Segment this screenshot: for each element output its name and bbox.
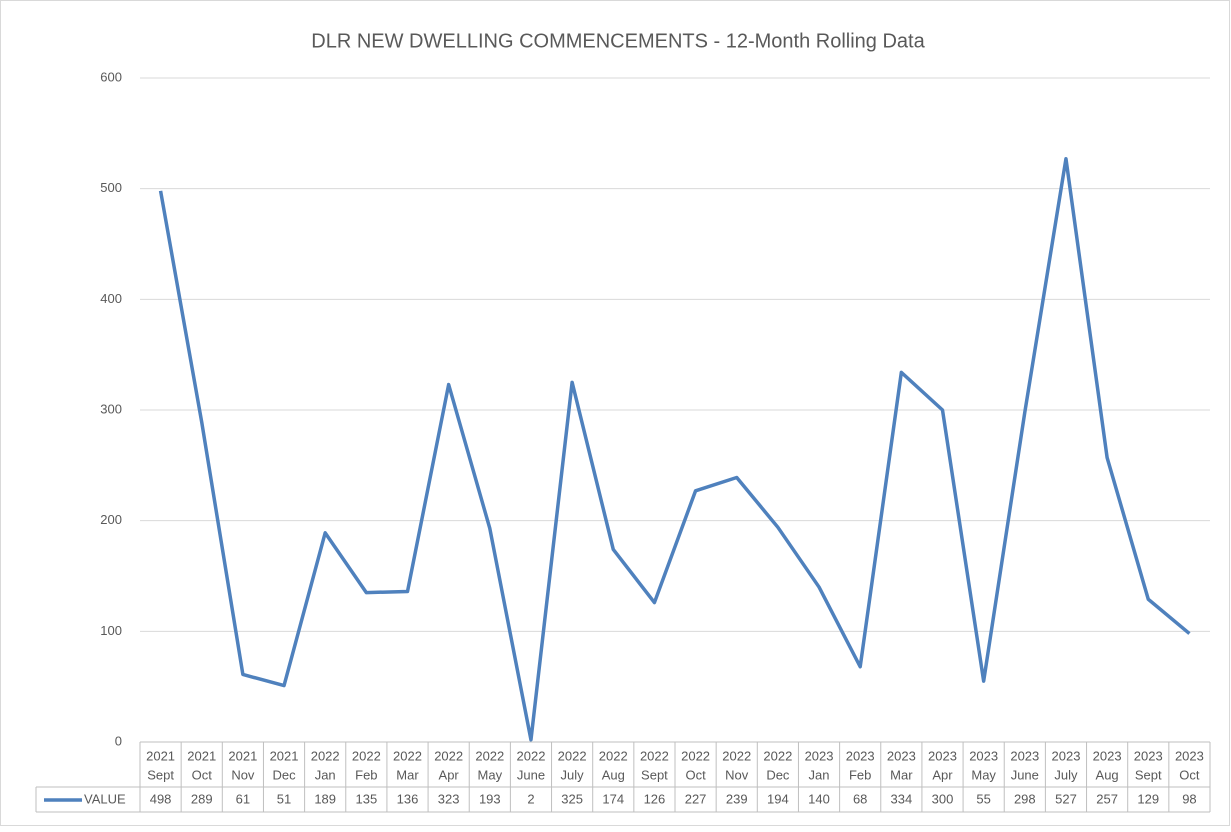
y-tick-label: 300 (100, 401, 122, 416)
x-tick-label: 2022 (640, 748, 669, 763)
x-tick-label: Dec (272, 767, 296, 782)
x-tick-label: 2021 (146, 748, 175, 763)
data-table-value: 300 (932, 791, 954, 806)
x-tick-label: 2022 (434, 748, 463, 763)
data-table-value: 298 (1014, 791, 1036, 806)
x-tick-label: Aug (1096, 767, 1119, 782)
x-tick-label: 2022 (393, 748, 422, 763)
y-tick-label: 400 (100, 291, 122, 306)
x-tick-label: 2023 (1093, 748, 1122, 763)
x-tick-label: June (1011, 767, 1039, 782)
x-tick-label: 2023 (846, 748, 875, 763)
x-tick-label: May (478, 767, 503, 782)
y-tick-label: 500 (100, 180, 122, 195)
data-table-value: 129 (1137, 791, 1159, 806)
x-tick-label: June (517, 767, 545, 782)
x-tick-label: Jan (809, 767, 830, 782)
data-table-value: 140 (808, 791, 830, 806)
x-tick-label: 2022 (558, 748, 587, 763)
x-tick-label: 2023 (1175, 748, 1204, 763)
x-tick-label: 2023 (1052, 748, 1081, 763)
x-tick-label: Nov (231, 767, 255, 782)
data-table-value: 2 (527, 791, 534, 806)
data-line (158, 157, 1191, 742)
x-tick-label: Dec (766, 767, 790, 782)
data-table-value: 55 (976, 791, 990, 806)
x-tick-label: 2023 (805, 748, 834, 763)
x-tick-label: Feb (849, 767, 871, 782)
data-table-value: 227 (685, 791, 707, 806)
y-tick-label: 200 (100, 512, 122, 527)
x-tick-label: 2023 (1010, 748, 1039, 763)
data-table-value: 193 (479, 791, 501, 806)
data-table-value: 334 (890, 791, 912, 806)
x-tick-label: Sept (147, 767, 174, 782)
data-table-value: 135 (355, 791, 377, 806)
x-tick-label: May (971, 767, 996, 782)
x-tick-label: July (1054, 767, 1078, 782)
y-tick-label: 600 (100, 69, 122, 84)
x-tick-label: Oct (192, 767, 213, 782)
x-tick-label: 2023 (887, 748, 916, 763)
data-table-value: 257 (1096, 791, 1118, 806)
x-tick-label: 2022 (763, 748, 792, 763)
x-tick-label: 2022 (352, 748, 381, 763)
x-tick-label: Apr (932, 767, 953, 782)
data-table-value: 51 (277, 791, 291, 806)
x-tick-label: Mar (396, 767, 419, 782)
data-table-value: 136 (397, 791, 419, 806)
x-tick-label: 2023 (1134, 748, 1163, 763)
data-table-value: 325 (561, 791, 583, 806)
x-tick-label: 2022 (517, 748, 546, 763)
legend-label: VALUE (84, 791, 126, 806)
data-table-value: 98 (1182, 791, 1196, 806)
data-table-value: 323 (438, 791, 460, 806)
x-tick-label: July (561, 767, 585, 782)
y-tick-label: 0 (115, 733, 122, 748)
data-table-value: 289 (191, 791, 213, 806)
x-tick-label: 2023 (928, 748, 957, 763)
x-tick-label: 2022 (599, 748, 628, 763)
x-tick-label: 2022 (311, 748, 340, 763)
x-tick-label: 2023 (969, 748, 998, 763)
data-table-value: 189 (314, 791, 336, 806)
x-tick-label: Feb (355, 767, 377, 782)
x-tick-label: Nov (725, 767, 749, 782)
data-table-value: 194 (767, 791, 789, 806)
x-tick-label: 2021 (187, 748, 216, 763)
x-tick-label: Aug (602, 767, 625, 782)
data-table-value: 174 (602, 791, 624, 806)
data-table-value: 61 (236, 791, 250, 806)
x-tick-label: 2022 (475, 748, 504, 763)
x-tick-label: Jan (315, 767, 336, 782)
y-tick-label: 100 (100, 623, 122, 638)
chart-title: DLR NEW DWELLING COMMENCEMENTS - 12-Mont… (311, 30, 925, 52)
x-tick-label: Mar (890, 767, 913, 782)
x-tick-label: 2022 (681, 748, 710, 763)
x-tick-label: Oct (1179, 767, 1200, 782)
x-tick-label: Apr (439, 767, 460, 782)
x-tick-label: 2021 (228, 748, 257, 763)
data-table-value: 527 (1055, 791, 1077, 806)
x-tick-label: Sept (1135, 767, 1162, 782)
data-table-value: 68 (853, 791, 867, 806)
data-table-value: 126 (644, 791, 666, 806)
data-table-value: 239 (726, 791, 748, 806)
x-tick-label: 2022 (722, 748, 751, 763)
x-tick-label: 2021 (270, 748, 299, 763)
x-tick-label: Oct (685, 767, 706, 782)
x-tick-label: Sept (641, 767, 668, 782)
data-table-value: 498 (150, 791, 172, 806)
